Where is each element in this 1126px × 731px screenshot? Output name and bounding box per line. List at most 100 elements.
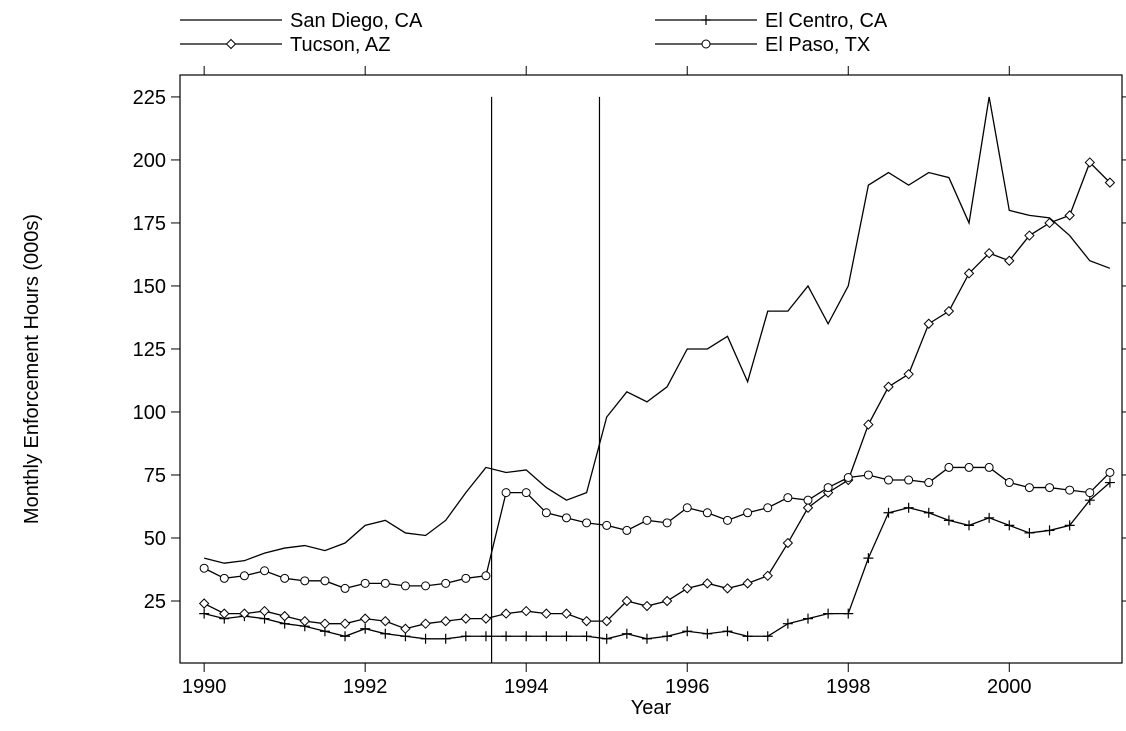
data-point xyxy=(340,631,351,642)
data-point xyxy=(198,598,210,609)
legend-label: Tucson, AZ xyxy=(290,34,390,56)
data-point xyxy=(943,515,954,526)
data-point xyxy=(319,618,331,629)
data-point xyxy=(622,525,632,535)
data-point xyxy=(802,502,814,513)
data-point xyxy=(682,626,693,637)
data-point xyxy=(541,631,552,642)
data-point xyxy=(702,578,713,589)
data-point xyxy=(984,512,995,523)
data-point xyxy=(420,618,431,629)
data-point xyxy=(1105,467,1115,477)
data-point xyxy=(199,608,210,619)
data-point xyxy=(421,581,431,591)
y-tick-label: 200 xyxy=(133,150,166,172)
data-point xyxy=(923,318,934,329)
y-tick-label: 100 xyxy=(133,402,166,424)
legend-label: El Paso, TX xyxy=(765,34,870,56)
data-point xyxy=(320,576,330,586)
data-point xyxy=(541,508,551,518)
data-point xyxy=(461,573,471,583)
y-axis-label: Monthly Enforcement Hours (000s) xyxy=(21,214,43,524)
data-point xyxy=(904,475,914,485)
data-point xyxy=(1064,210,1075,221)
data-point xyxy=(501,488,511,498)
legend-label: El Centro, CA xyxy=(765,10,888,32)
data-point xyxy=(441,578,451,588)
data-point xyxy=(239,608,250,619)
data-point xyxy=(481,571,491,581)
data-point xyxy=(440,633,451,644)
data-point xyxy=(279,610,290,622)
data-point xyxy=(903,368,914,380)
y-tick-label: 75 xyxy=(144,465,166,487)
data-point xyxy=(823,483,833,493)
data-point xyxy=(400,623,411,634)
data-point xyxy=(520,605,532,617)
data-point xyxy=(360,578,370,588)
data-point xyxy=(923,507,934,518)
data-point xyxy=(984,462,994,472)
data-point xyxy=(722,583,733,594)
series-line xyxy=(203,96,1111,564)
data-point xyxy=(1085,488,1095,498)
data-point xyxy=(883,507,894,518)
data-point xyxy=(260,566,270,576)
data-point xyxy=(400,581,410,591)
data-point xyxy=(1044,217,1055,229)
data-point xyxy=(742,578,753,589)
legend-marker xyxy=(701,39,711,49)
data-point xyxy=(642,515,652,525)
data-point xyxy=(501,631,512,642)
data-point xyxy=(843,473,853,483)
data-point xyxy=(803,495,813,505)
data-point xyxy=(1004,255,1015,266)
data-point xyxy=(601,615,612,627)
x-tick-label: 2000 xyxy=(987,676,1032,698)
data-point xyxy=(1104,177,1116,188)
data-point xyxy=(460,613,472,624)
data-point xyxy=(903,502,914,513)
data-point xyxy=(682,583,693,594)
data-point xyxy=(299,615,311,627)
data-point xyxy=(420,633,431,644)
data-point xyxy=(581,631,592,642)
data-point xyxy=(339,618,351,629)
data-point xyxy=(581,615,592,627)
data-point xyxy=(480,613,492,624)
data-point xyxy=(460,631,471,642)
data-point xyxy=(662,518,672,528)
data-point xyxy=(762,570,773,582)
y-tick-label: 175 xyxy=(133,213,166,235)
y-tick-label: 125 xyxy=(133,339,166,361)
data-point xyxy=(863,553,874,564)
data-point xyxy=(661,595,673,607)
data-point xyxy=(924,478,934,488)
plot-frame xyxy=(179,74,1123,664)
data-point xyxy=(742,631,753,642)
data-point xyxy=(943,305,955,317)
data-point xyxy=(561,631,572,642)
data-point xyxy=(480,631,491,642)
data-point xyxy=(1004,520,1015,531)
data-point xyxy=(199,563,209,573)
data-point xyxy=(601,633,612,644)
data-point xyxy=(743,508,753,518)
y-tick-label: 225 xyxy=(133,87,166,109)
series-line xyxy=(203,466,1111,590)
legend-marker xyxy=(701,15,711,25)
data-point xyxy=(641,600,653,612)
data-point xyxy=(280,573,290,583)
data-point xyxy=(621,628,632,639)
data-point xyxy=(259,605,270,617)
data-point xyxy=(340,583,350,593)
data-point xyxy=(300,576,310,586)
data-point xyxy=(1024,230,1035,241)
data-point xyxy=(823,608,834,619)
data-point xyxy=(360,623,371,634)
data-point xyxy=(1024,527,1035,538)
series-line xyxy=(203,161,1111,630)
data-point xyxy=(440,615,451,627)
x-tick-label: 1996 xyxy=(665,676,710,698)
y-tick-label: 50 xyxy=(144,528,166,550)
